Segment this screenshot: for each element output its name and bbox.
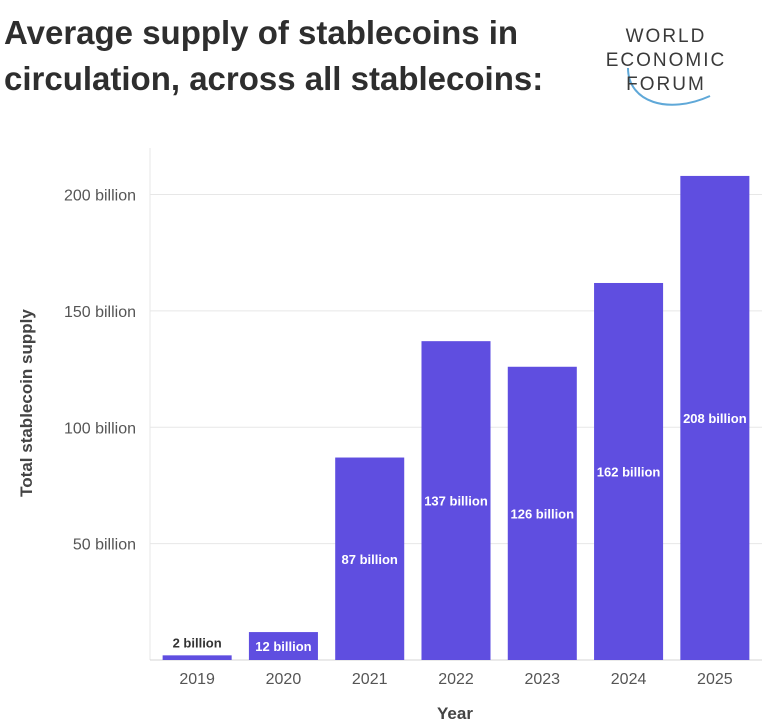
x-tick-label: 2022: [438, 671, 474, 688]
logo-arc: [627, 67, 711, 106]
bar-2022: [421, 341, 491, 660]
x-tick-label: 2024: [611, 671, 647, 688]
logo-line-forum: FORUM: [626, 74, 706, 95]
data-label-2023: 126 billion: [510, 506, 574, 521]
y-tick-label: 150 billion: [64, 304, 136, 321]
world-economic-forum-logo: WORLD ECONOMIC FORUM: [606, 26, 727, 106]
data-labels: 2 billion 12 billion 87 billion 137 billion…: [173, 409, 749, 655]
x-tick-label: 2019: [179, 671, 215, 688]
data-label-2020: 12 billion: [255, 639, 311, 654]
bar-2020: [248, 632, 318, 660]
data-label-2025: 208 billion: [683, 411, 747, 426]
x-tick-label: 2020: [266, 671, 302, 688]
bar-2025: [680, 175, 750, 660]
x-tick-label: 2021: [352, 671, 388, 688]
x-tick-label: 2025: [697, 671, 733, 688]
y-tick-label: 200 billion: [64, 188, 136, 205]
chart-title: Average supply of stablecoins in circula…: [4, 14, 544, 97]
bar-2023: [507, 366, 577, 660]
x-tick-label: 2023: [524, 671, 560, 688]
data-label-2019: 2 billion: [173, 635, 222, 650]
data-label-2024: 162 billion: [597, 464, 661, 479]
logo-line-world: WORLD: [626, 26, 707, 47]
logo-line-economic: ECONOMIC: [606, 50, 727, 71]
bars: [162, 175, 750, 660]
axes: 50 billion 100 billion 150 billion 200 bill…: [64, 188, 733, 688]
y-tick-label: 50 billion: [73, 537, 136, 554]
x-axis-title: Year: [437, 704, 473, 723]
bar-2024: [594, 282, 664, 660]
data-label-2021: 87 billion: [342, 552, 398, 567]
y-tick-label: 100 billion: [64, 420, 136, 437]
bar-2019: [162, 655, 232, 660]
y-axis-title: Total stablecoin supply: [17, 309, 36, 497]
bar-2021: [335, 457, 405, 660]
data-label-2022: 137 billion: [424, 494, 488, 509]
